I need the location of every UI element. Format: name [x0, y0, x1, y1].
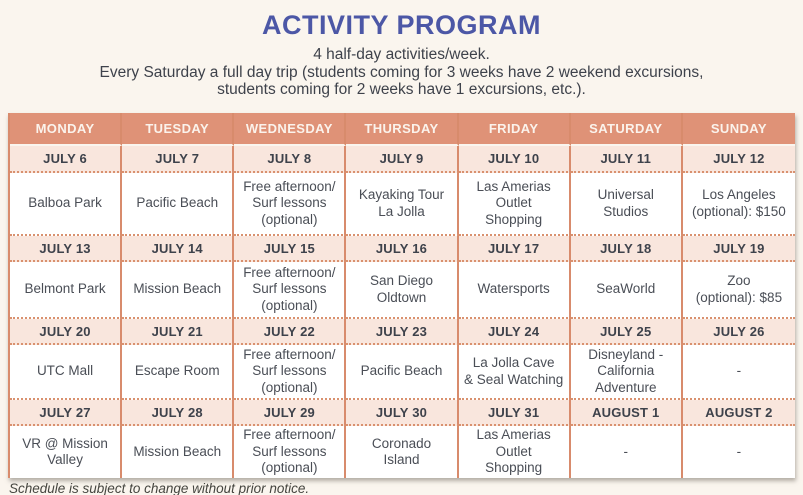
day-header-cell-wednesday: WEDNESDAY	[234, 113, 347, 146]
date-cell: JULY 22	[234, 319, 347, 345]
activity-cell: Watersports	[458, 262, 571, 319]
activity-cell: Pacific Beach	[346, 345, 459, 400]
activity-cell: Zoo (optional): $85	[682, 262, 795, 319]
day-header-cell-saturday: SATURDAY	[570, 113, 683, 146]
activity-cell: Mission Beach	[122, 426, 235, 478]
date-cell: JULY 21	[122, 319, 235, 345]
activity-cell: Las Amerias Outlet Shopping	[458, 173, 571, 236]
footnote: Schedule is subject to change without pr…	[9, 481, 310, 495]
activity-cell: Las Amerias Outlet Shopping	[458, 426, 571, 478]
activity-cell: UTC Mall	[10, 345, 123, 400]
activity-cell: Universal Studios	[570, 173, 683, 236]
subtitle: 4 half-day activities/week. Every Saturd…	[0, 46, 803, 99]
date-cell: JULY 13	[10, 236, 123, 262]
date-cell: JULY 11	[570, 146, 683, 173]
activity-cell: VR @ Mission Valley	[10, 426, 123, 478]
activity-cell: -	[682, 345, 795, 400]
date-cell: JULY 16	[346, 236, 459, 262]
activity-cell: Belmont Park	[10, 262, 123, 319]
date-cell: JULY 27	[10, 400, 123, 426]
activity-cell: Balboa Park	[10, 173, 123, 236]
activity-cell: La Jolla Cave & Seal Watching	[458, 345, 571, 400]
activity-cell: Free afternoon/ Surf lessons (optional)	[234, 345, 347, 400]
date-cell: JULY 30	[346, 400, 459, 426]
activity-cell: Coronado Island	[346, 426, 459, 478]
date-cell: JULY 17	[458, 236, 571, 262]
activity-cell: Free afternoon/ Surf lessons (optional)	[234, 262, 347, 319]
subtitle-line-2: Every Saturday a full day trip (students…	[99, 63, 704, 81]
subtitle-line-3: students coming for 2 weeks have 1 excur…	[217, 81, 586, 98]
date-cell: JULY 10	[458, 146, 571, 173]
activity-cell: San Diego Oldtown	[346, 262, 459, 319]
activity-cell: Los Angeles (optional): $150	[682, 173, 795, 236]
activity-cell: Mission Beach	[122, 262, 235, 319]
date-cell: JULY 31	[458, 400, 571, 426]
day-header-cell-thursday: THURSDAY	[346, 113, 459, 146]
activity-cell: Free afternoon/ Surf lessons (optional)	[234, 173, 347, 236]
date-cell: JULY 8	[234, 146, 347, 173]
activity-cell: SeaWorld	[570, 262, 683, 319]
activity-cell: Pacific Beach	[122, 173, 235, 236]
date-cell: JULY 29	[234, 400, 347, 426]
date-cell: JULY 15	[234, 236, 347, 262]
date-cell: JULY 7	[122, 146, 235, 173]
activity-cell: -	[570, 426, 683, 478]
date-cell: JULY 25	[570, 319, 683, 345]
page-title: ACTIVITY PROGRAM	[261, 10, 541, 40]
date-cell: JULY 19	[682, 236, 795, 262]
date-cell: JULY 14	[122, 236, 235, 262]
date-cell: JULY 26	[682, 319, 795, 345]
activity-cell: Kayaking Tour La Jolla	[346, 173, 459, 236]
date-cell: JULY 6	[10, 146, 123, 173]
subtitle-line-1: 4 half-day activities/week.	[313, 46, 490, 63]
date-cell: JULY 12	[682, 146, 795, 173]
activity-cell: -	[682, 426, 795, 478]
date-cell: JULY 9	[346, 146, 459, 173]
activity-cell: Disneyland - California Adventure	[570, 345, 683, 400]
date-cell: JULY 24	[458, 319, 571, 345]
activity-cell: Escape Room	[122, 345, 235, 400]
date-cell: AUGUST 2	[682, 400, 795, 426]
schedule-table: MONDAY TUESDAY WEDNESDAY THURSDAY FRIDAY SATU…	[8, 113, 795, 478]
date-cell: AUGUST 1	[570, 400, 683, 426]
date-cell: JULY 28	[122, 400, 235, 426]
date-cell: JULY 20	[10, 319, 123, 345]
date-cell: JULY 18	[570, 236, 683, 262]
day-header-cell-friday: FRIDAY	[458, 113, 571, 146]
day-header-cell-sunday: SUNDAY	[682, 113, 795, 146]
activity-cell: Free afternoon/ Surf lessons (optional)	[234, 426, 347, 478]
date-cell: JULY 23	[346, 319, 459, 345]
day-header-cell-tuesday: TUESDAY	[122, 113, 235, 146]
day-header-cell-monday: MONDAY	[10, 113, 123, 146]
